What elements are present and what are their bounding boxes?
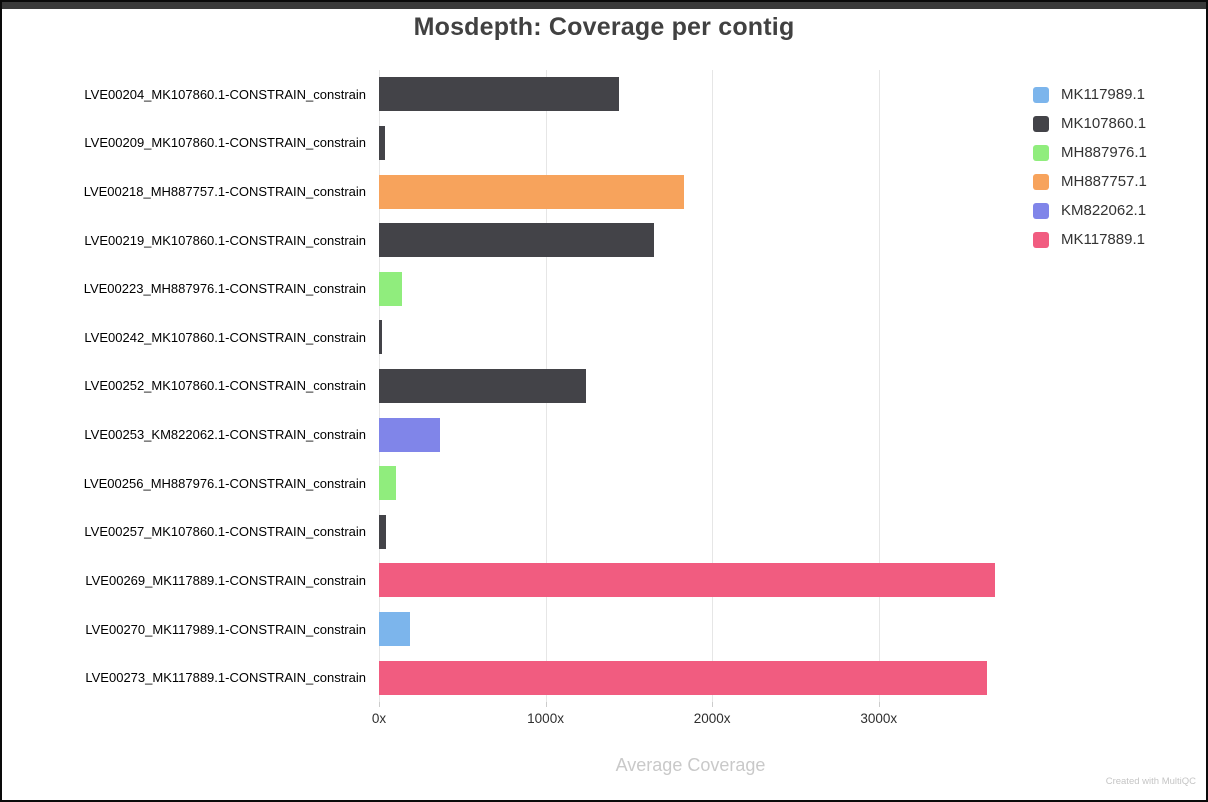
coverage-bar-LVE00269_MK117889.1-CONSTRAIN_constrain[interactable] (379, 563, 995, 598)
bar-row (379, 264, 1002, 313)
bar-rows (379, 70, 1002, 702)
y-axis-labels: LVE00204_MK107860.1-CONSTRAIN_constrain L… (2, 70, 373, 702)
y-axis-label: LVE00204_MK107860.1-CONSTRAIN_constrain (84, 86, 366, 102)
x-tick-mark (379, 702, 380, 707)
bar-row (379, 410, 1002, 459)
legend-label: KM822062.1 (1061, 202, 1147, 219)
legend-label: MK117989.1 (1061, 86, 1145, 103)
y-axis-label: LVE00253_KM822062.1-CONSTRAIN_constrain (84, 427, 366, 443)
plot-area (379, 70, 1002, 702)
legend-label: MK107860.1 (1061, 115, 1147, 132)
window-top-strip (2, 2, 1206, 9)
y-axis-label: LVE00252_MK107860.1-CONSTRAIN_constrain (84, 378, 366, 394)
legend-label: MK117889.1 (1061, 231, 1145, 248)
bar-row (379, 653, 1002, 702)
y-axis-label: LVE00242_MK107860.1-CONSTRAIN_constrain (84, 329, 366, 345)
bar-row (379, 216, 1002, 265)
bar-row (379, 459, 1002, 508)
bar-row (379, 70, 1002, 119)
coverage-bar-LVE00256_MH887976.1-CONSTRAIN_constrain[interactable] (379, 466, 397, 501)
legend-swatch-icon (1033, 231, 1049, 248)
legend-item-MK107860.1[interactable]: MK107860.1 (1033, 115, 1147, 132)
legend-swatch-icon (1033, 144, 1049, 161)
legend-swatch-icon (1033, 86, 1049, 103)
coverage-bar-LVE00273_MK117889.1-CONSTRAIN_constrain[interactable] (379, 660, 987, 695)
bar-row (379, 119, 1002, 168)
coverage-bar-LVE00204_MK107860.1-CONSTRAIN_constrain[interactable] (379, 77, 619, 112)
x-axis-title: Average Coverage (615, 755, 766, 775)
x-tick-label: 3000x (860, 711, 898, 726)
chart-title: Mosdepth: Coverage per contig (413, 13, 795, 41)
coverage-bar-LVE00223_MH887976.1-CONSTRAIN_constrain[interactable] (379, 271, 403, 306)
y-axis-label: LVE00223_MH887976.1-CONSTRAIN_constrain (83, 281, 366, 297)
coverage-bar-LVE00209_MK107860.1-CONSTRAIN_constrain[interactable] (379, 125, 385, 160)
x-tick-mark (545, 702, 547, 707)
bar-row (379, 362, 1002, 411)
y-axis-label: LVE00256_MH887976.1-CONSTRAIN_constrain (83, 475, 366, 491)
coverage-bar-LVE00252_MK107860.1-CONSTRAIN_constrain[interactable] (379, 368, 586, 403)
y-axis-label: LVE00269_MK117889.1-CONSTRAIN_constrain (85, 572, 366, 588)
y-axis-label: LVE00219_MK107860.1-CONSTRAIN_constrain (84, 232, 366, 248)
bar-row (379, 507, 1002, 556)
bar-row (379, 313, 1002, 362)
legend-item-MH887757.1[interactable]: MH887757.1 (1033, 173, 1147, 190)
coverage-bar-LVE00270_MK117989.1-CONSTRAIN_constrain[interactable] (379, 612, 410, 646)
x-tick-label: 0x (371, 711, 387, 726)
legend-swatch-icon (1033, 115, 1049, 132)
legend-swatch-icon (1033, 173, 1049, 190)
x-tick-mark (878, 702, 880, 707)
legend-label: MH887757.1 (1061, 173, 1147, 190)
legend-item-MK117889.1[interactable]: MK117889.1 (1033, 231, 1147, 248)
coverage-bar-LVE00219_MK107860.1-CONSTRAIN_constrain[interactable] (379, 223, 654, 258)
coverage-bar-LVE00242_MK107860.1-CONSTRAIN_constrain[interactable] (379, 320, 382, 355)
legend-item-MH887976.1[interactable]: MH887976.1 (1033, 144, 1147, 161)
legend-item-KM822062.1[interactable]: KM822062.1 (1033, 202, 1147, 219)
y-axis-label: LVE00273_MK117889.1-CONSTRAIN_constrain (85, 670, 366, 686)
y-axis-label: LVE00209_MK107860.1-CONSTRAIN_constrain (84, 135, 366, 151)
gridline-2000x (712, 70, 714, 702)
x-tick-label: 1000x (527, 711, 564, 726)
coverage-bar-LVE00253_KM822062.1-CONSTRAIN_constrain[interactable] (379, 417, 440, 452)
y-axis-label: LVE00270_MK117989.1-CONSTRAIN_constrain (85, 621, 366, 637)
gridline-3000x (878, 70, 880, 702)
x-tick-label: 2000x (693, 711, 731, 726)
coverage-bar-LVE00218_MH887757.1-CONSTRAIN_constrain[interactable] (379, 174, 684, 209)
y-axis-label: LVE00218_MH887757.1-CONSTRAIN_constrain (83, 184, 366, 200)
legend-label: MH887976.1 (1061, 144, 1147, 161)
bar-row (379, 556, 1002, 605)
legend-item-MK117989.1[interactable]: MK117989.1 (1033, 86, 1147, 103)
x-tick-mark (712, 702, 714, 707)
multiqc-watermark: Created with MultiQC (1105, 776, 1196, 787)
coverage-bar-LVE00257_MK107860.1-CONSTRAIN_constrain[interactable] (379, 514, 387, 549)
legend: MK117989.1 MK107860.1 MH887976.1 MH887757.1… (1033, 86, 1147, 248)
legend-swatch-icon (1033, 202, 1049, 219)
bar-row (379, 605, 1002, 654)
bar-row (379, 167, 1002, 216)
y-axis-label: LVE00257_MK107860.1-CONSTRAIN_constrain (84, 524, 366, 540)
